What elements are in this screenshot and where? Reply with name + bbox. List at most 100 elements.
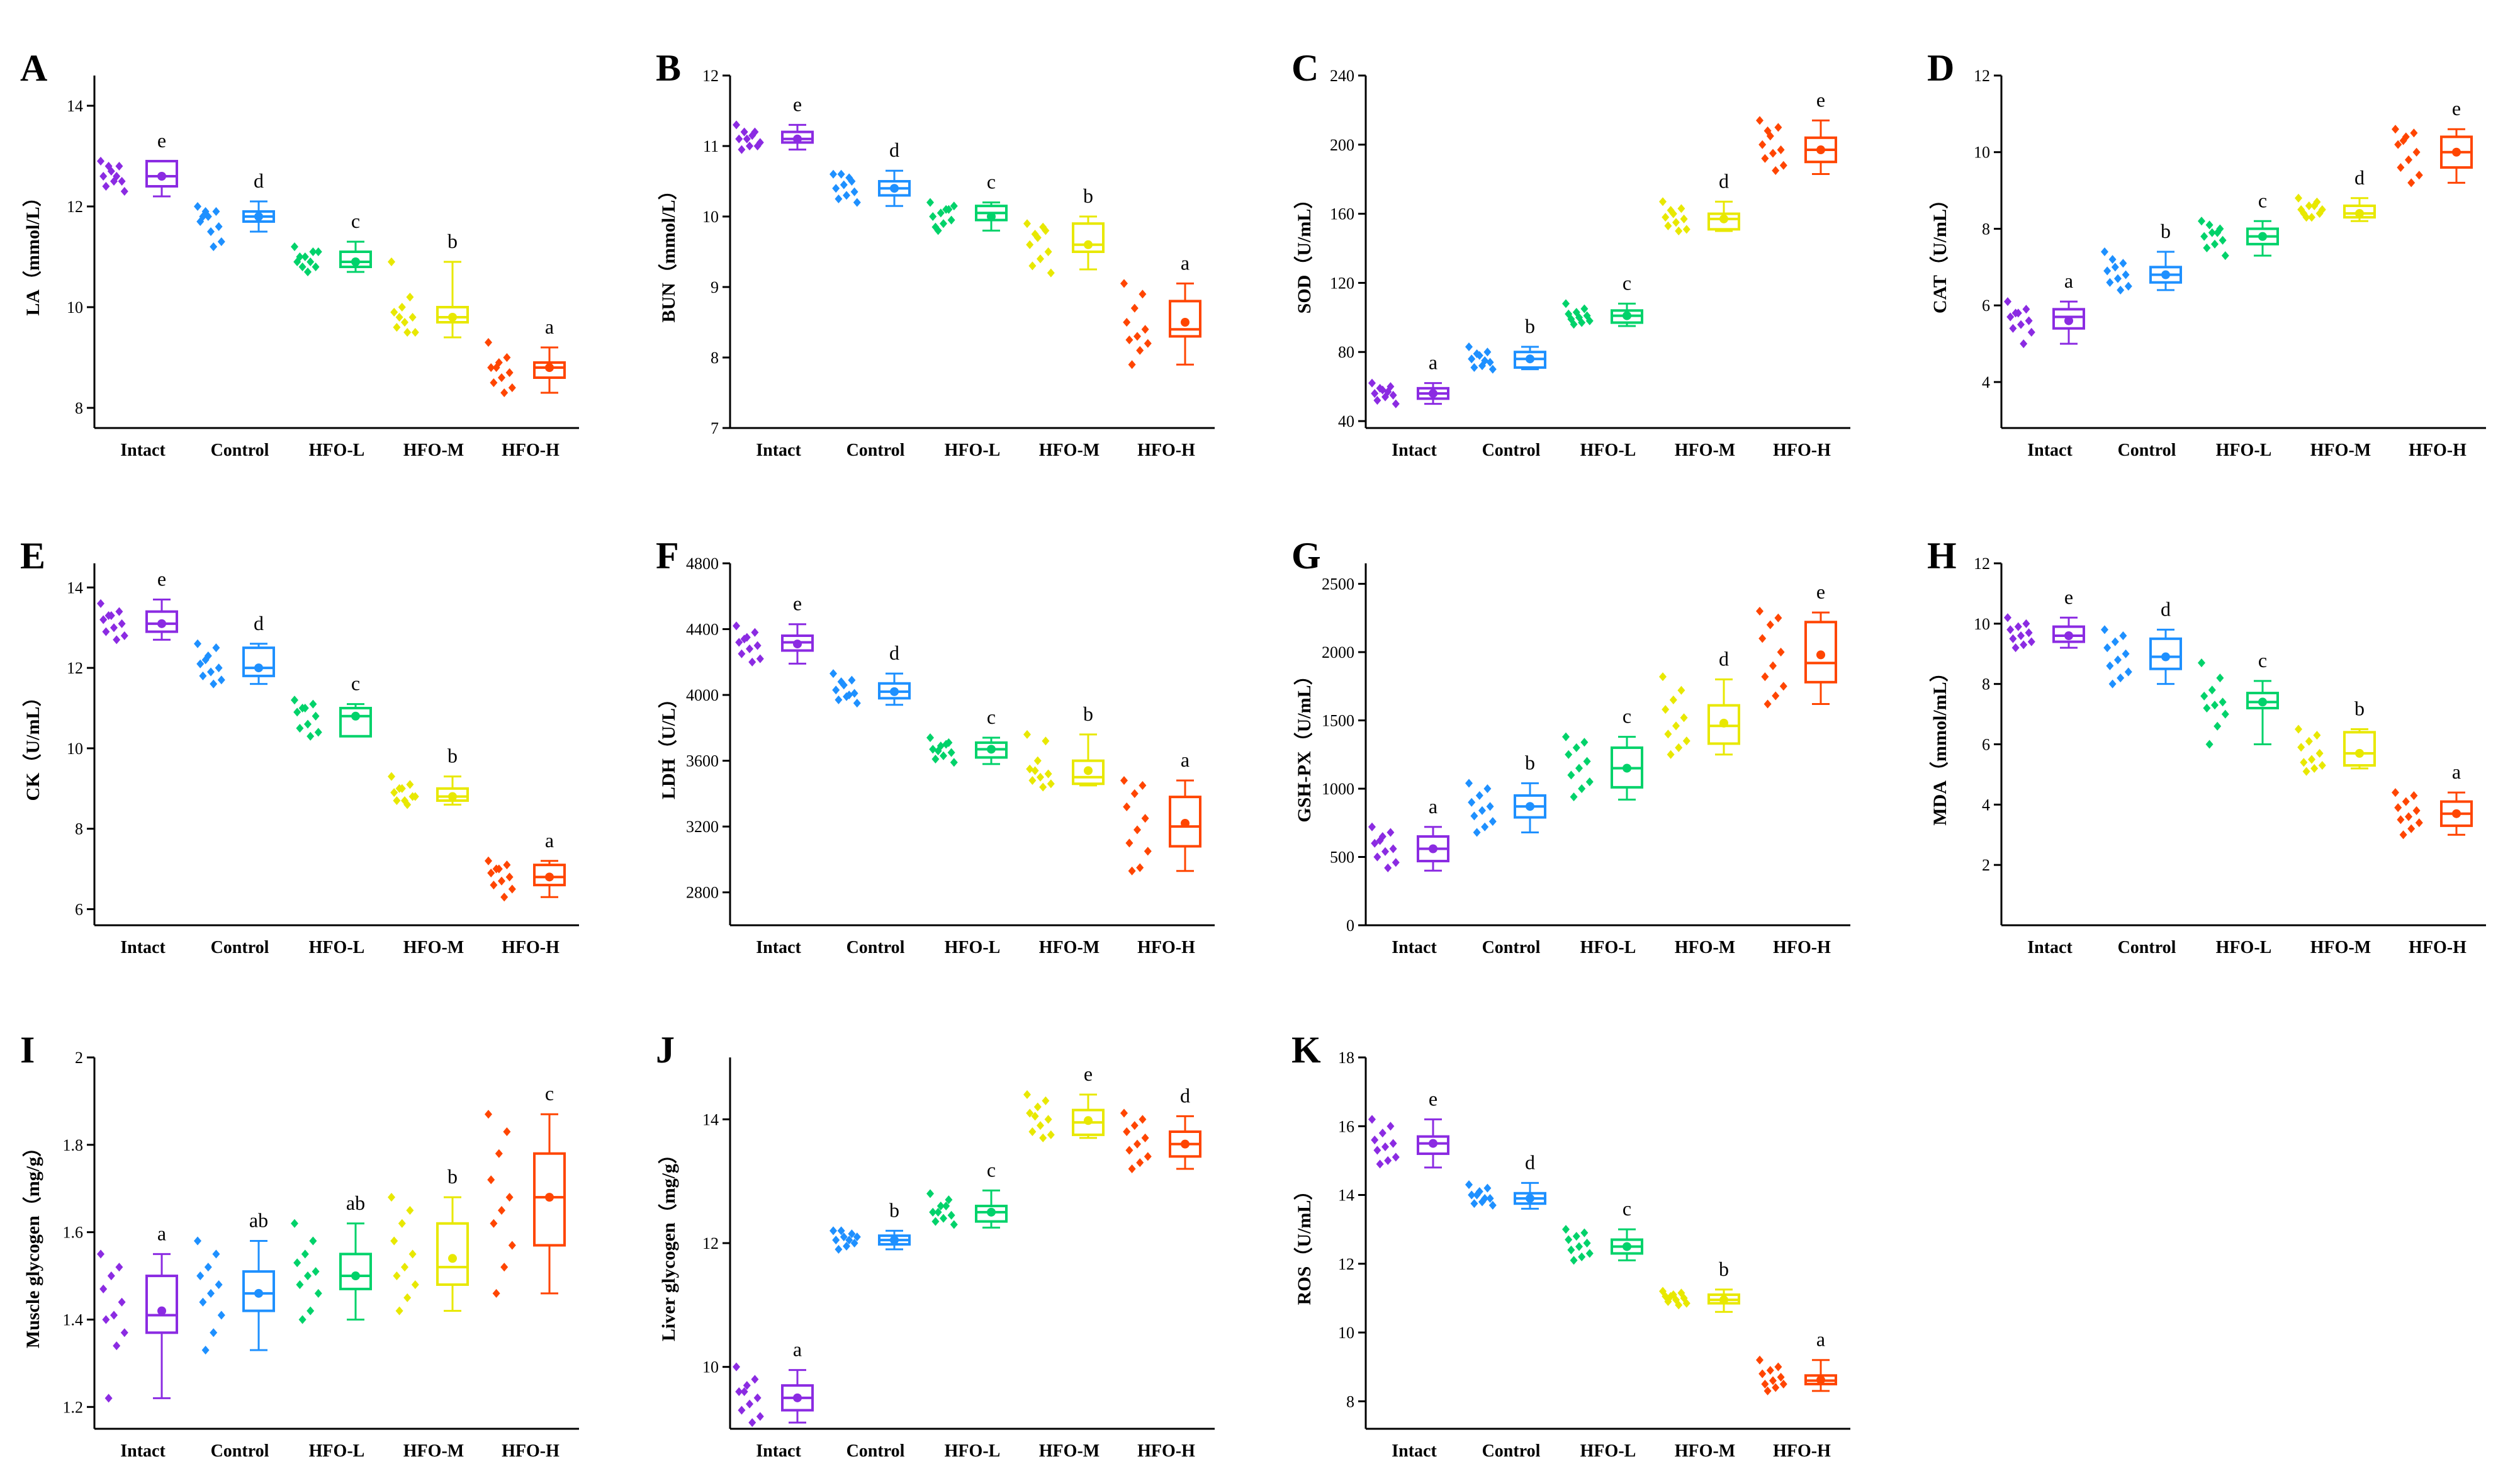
data-point xyxy=(2407,178,2416,188)
group-hfo-h: HFO-H d xyxy=(1120,1084,1201,1461)
y-tick-label: 8 xyxy=(1982,220,1990,238)
significance-letter: a xyxy=(1429,351,1437,374)
mean-dot xyxy=(1181,818,1190,828)
y-tick-label: 240 xyxy=(1330,67,1354,85)
data-point xyxy=(296,1280,304,1289)
data-point xyxy=(2198,658,2205,668)
data-point xyxy=(950,758,958,767)
data-point xyxy=(1371,1135,1379,1145)
group-hfo-h: HFO-H a xyxy=(485,829,566,957)
data-point xyxy=(1769,1376,1777,1385)
mean-dot xyxy=(157,1306,166,1315)
x-category-label: Intact xyxy=(1392,1441,1437,1461)
group-hfo-l: HFO-L c xyxy=(926,1158,1008,1461)
significance-letter: c xyxy=(987,171,996,193)
data-point xyxy=(215,663,223,673)
data-point xyxy=(500,1263,509,1272)
data-point xyxy=(2308,755,2315,764)
significance-letter: b xyxy=(889,1198,899,1221)
data-point xyxy=(942,740,950,749)
data-point xyxy=(1128,1164,1136,1173)
data-point xyxy=(756,654,764,663)
data-point xyxy=(1037,772,1044,782)
panel-letter: H xyxy=(1927,535,1957,577)
data-point xyxy=(1389,1139,1397,1148)
mean-dot xyxy=(1084,1116,1093,1125)
data-point xyxy=(1664,730,1672,739)
data-point xyxy=(2205,220,2213,230)
data-point xyxy=(1578,1252,1586,1261)
x-category-label: Control xyxy=(211,938,269,957)
significance-letter: c xyxy=(987,706,996,728)
group-control: Control ab xyxy=(194,1209,275,1461)
data-point xyxy=(309,247,317,256)
y-tick-label: 4 xyxy=(1982,796,1990,814)
data-point xyxy=(1033,756,1042,765)
data-point xyxy=(2004,613,2011,623)
data-point xyxy=(2009,634,2017,643)
data-point xyxy=(2111,262,2119,272)
group-intact: Intact e xyxy=(2004,585,2085,957)
data-point xyxy=(1133,1139,1141,1149)
x-category-label: HFO-M xyxy=(1039,1441,1100,1461)
data-point xyxy=(194,202,201,211)
data-point xyxy=(947,1210,955,1220)
significance-letter: d xyxy=(254,169,264,192)
group-hfo-l: HFO-L c xyxy=(291,210,372,460)
mean-dot xyxy=(1429,844,1437,853)
data-point xyxy=(929,212,937,221)
box xyxy=(339,1253,372,1290)
data-point xyxy=(1039,782,1047,792)
data-point xyxy=(115,162,123,171)
data-point xyxy=(408,313,417,322)
group-hfo-m: HFO-M d xyxy=(1659,169,1740,460)
data-point xyxy=(1130,1121,1139,1130)
group-hfo-l: HFO-L c xyxy=(2198,189,2279,460)
group-hfo-l: HFO-L c xyxy=(926,706,1008,957)
data-point xyxy=(746,1399,753,1409)
mean-dot xyxy=(1719,214,1728,223)
data-point xyxy=(312,711,320,721)
x-category-label: HFO-H xyxy=(1773,1441,1831,1461)
data-point xyxy=(1144,847,1152,856)
data-point xyxy=(2208,685,2216,695)
data-point xyxy=(853,699,861,708)
data-point xyxy=(1037,254,1044,264)
data-point xyxy=(1384,387,1392,397)
data-point xyxy=(1465,1180,1473,1190)
data-point xyxy=(1120,1108,1128,1118)
significance-letter: a xyxy=(545,315,554,338)
mean-dot xyxy=(1181,318,1190,327)
significance-letter: b xyxy=(447,745,458,767)
data-point xyxy=(845,1236,853,1245)
x-category-label: HFO-M xyxy=(1675,441,1735,460)
data-point xyxy=(1774,613,1782,623)
data-point xyxy=(751,628,759,637)
data-point xyxy=(1468,1190,1476,1200)
data-point xyxy=(104,611,113,621)
significance-letter: b xyxy=(447,230,458,252)
data-point xyxy=(1042,736,1050,746)
data-point xyxy=(2025,628,2033,638)
data-point xyxy=(408,1249,417,1259)
mean-dot xyxy=(1623,311,1631,320)
data-point xyxy=(1378,1129,1387,1138)
data-point xyxy=(2101,625,2108,634)
data-point xyxy=(1373,852,1381,862)
group-hfo-m: HFO-M b xyxy=(1023,184,1105,460)
data-point xyxy=(2020,640,2028,650)
data-point xyxy=(1682,736,1690,746)
data-point xyxy=(748,657,757,667)
data-point xyxy=(2300,758,2308,767)
box xyxy=(975,1205,1008,1223)
group-hfo-h: HFO-H a xyxy=(2392,760,2473,957)
data-point xyxy=(492,363,500,372)
significance-letter: a xyxy=(1429,795,1437,818)
data-point xyxy=(110,1310,118,1320)
data-point xyxy=(751,1375,759,1384)
y-tick-label: 8 xyxy=(1346,1392,1354,1411)
data-point xyxy=(217,237,225,246)
data-point xyxy=(2004,297,2011,307)
data-point xyxy=(2017,320,2025,329)
data-point xyxy=(753,641,762,650)
